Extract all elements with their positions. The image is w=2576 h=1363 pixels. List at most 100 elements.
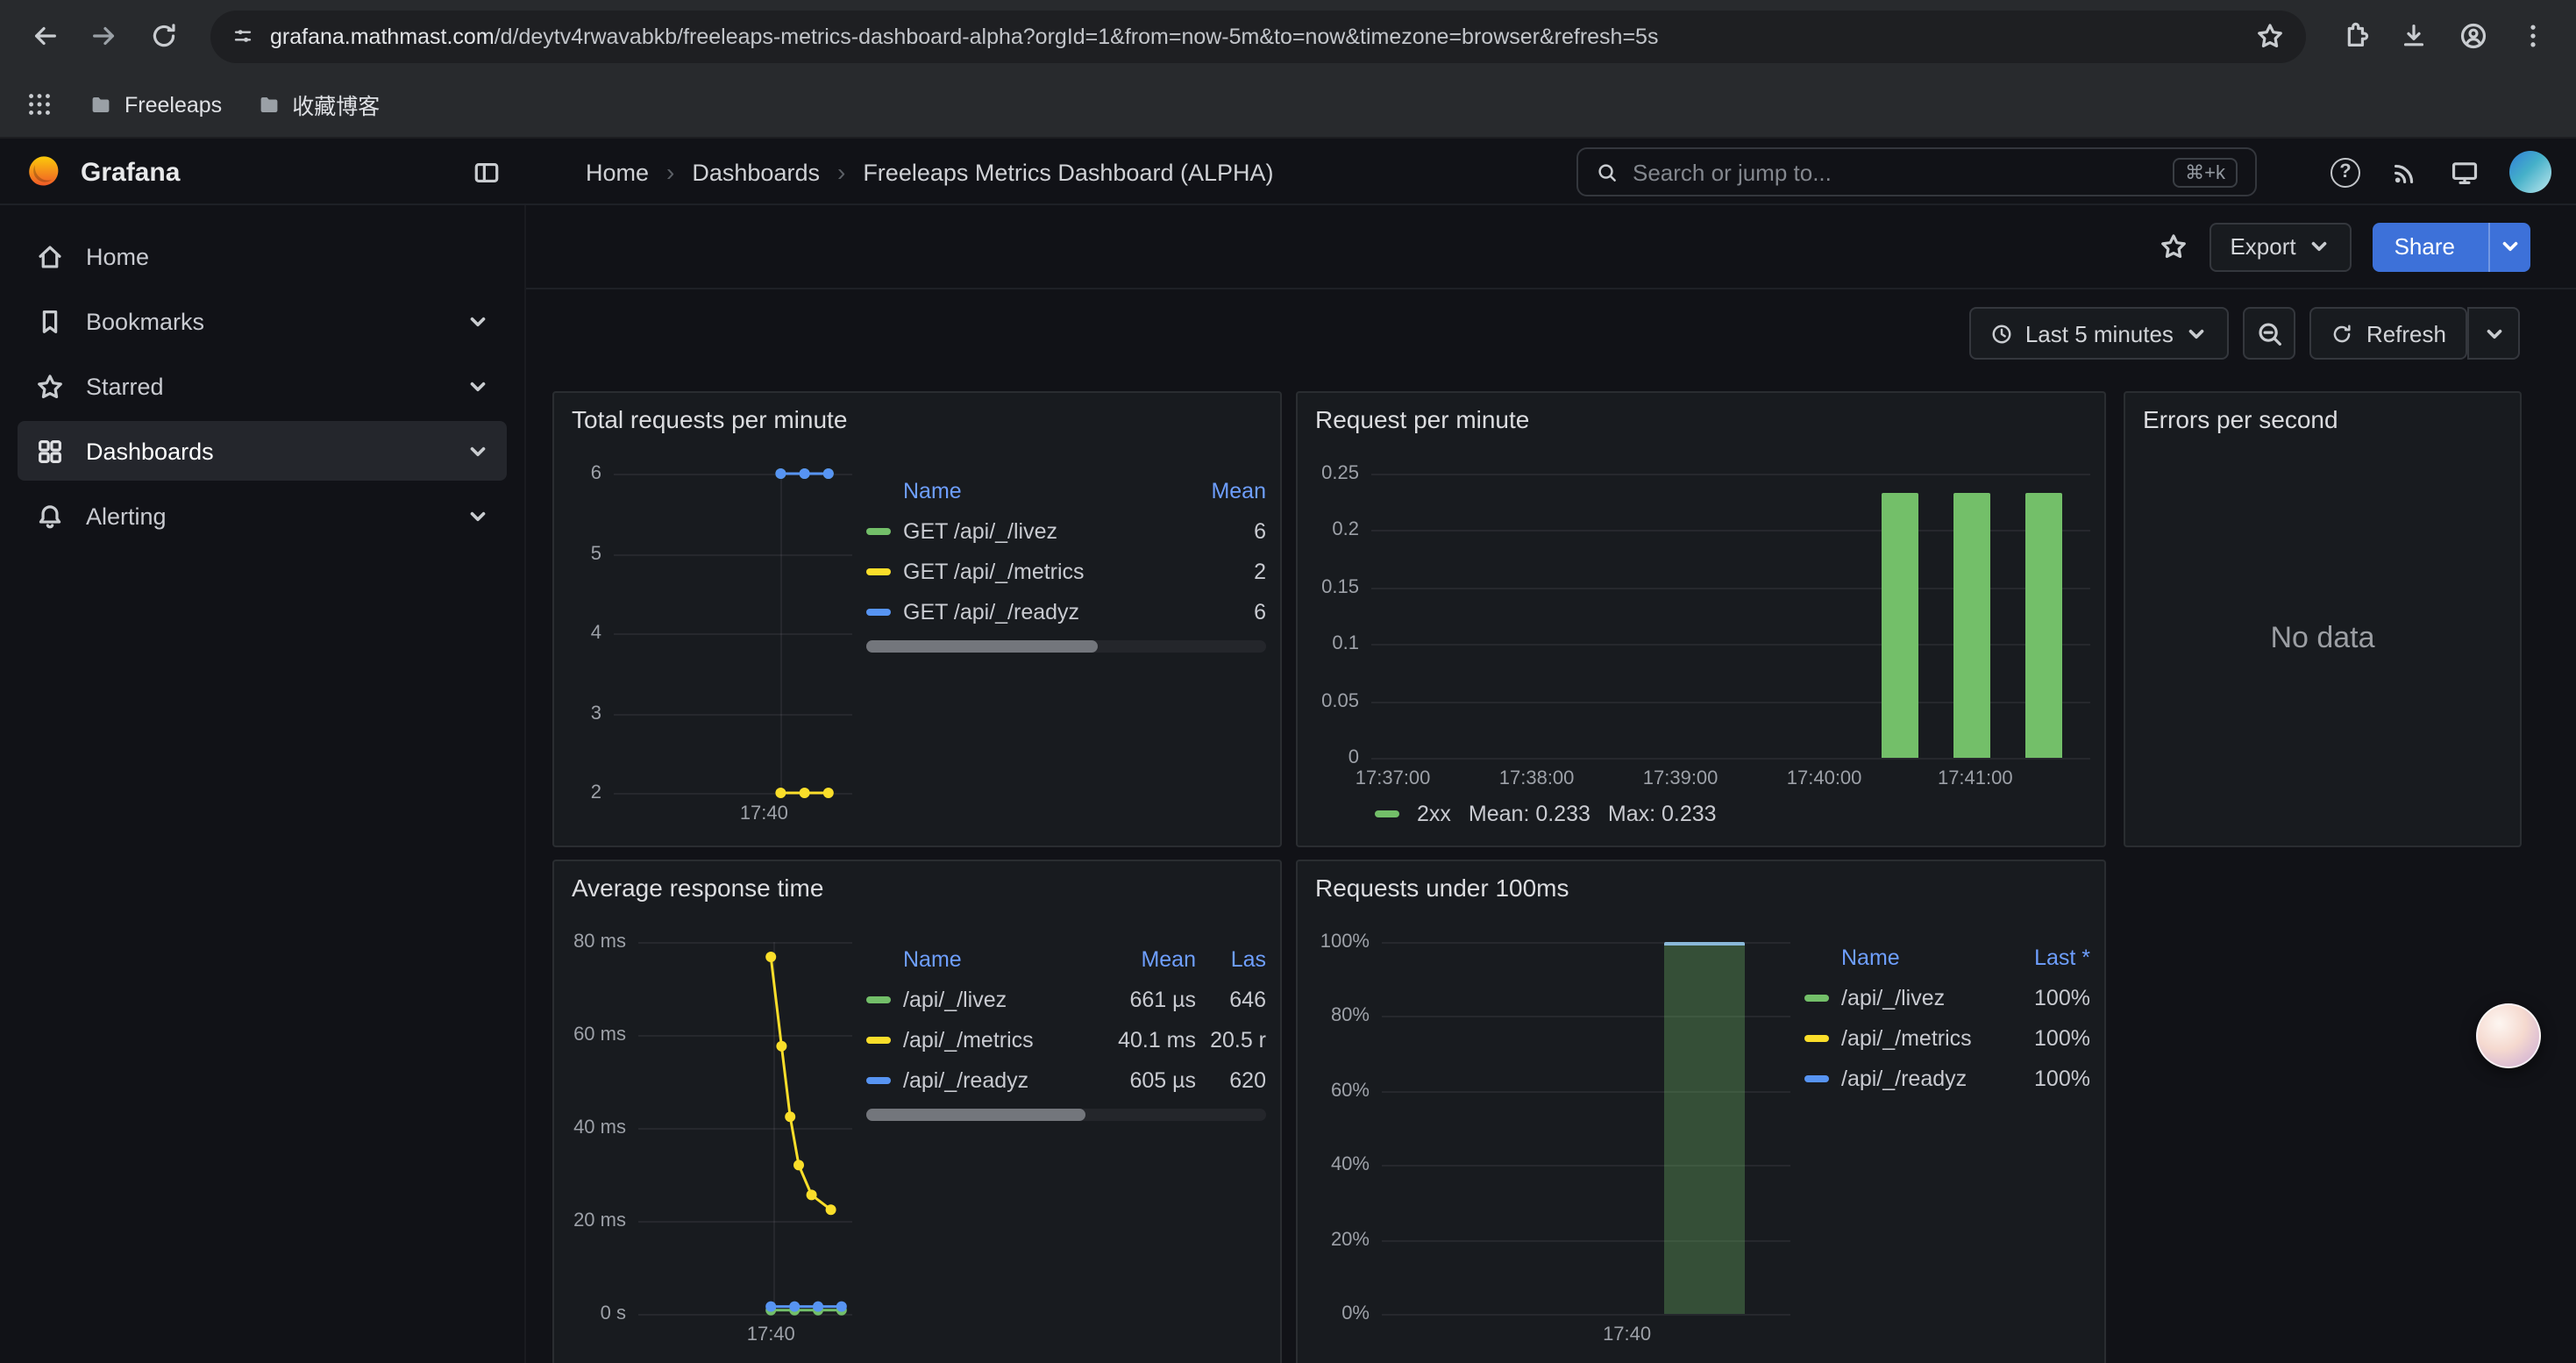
legend-value: 646 [1229, 987, 1266, 1011]
breadcrumb-home[interactable]: Home [586, 159, 650, 185]
series-swatch [866, 995, 891, 1003]
back-button[interactable] [18, 10, 70, 62]
chevron-down-icon[interactable] [466, 375, 489, 397]
refresh-button[interactable]: Refresh [2309, 307, 2467, 360]
news-rss-icon[interactable] [2390, 157, 2420, 187]
chevron-down-icon[interactable] [466, 310, 489, 332]
search-input[interactable] [1633, 159, 2160, 185]
chart-series [765, 952, 847, 1316]
extensions-button[interactable] [2327, 10, 2380, 62]
legend-value: 100% [2034, 1025, 2090, 1050]
share-button[interactable]: Share [2373, 222, 2530, 271]
sidebar-item-bookmarks[interactable]: Bookmarks [18, 291, 507, 351]
forward-button[interactable] [77, 10, 130, 62]
series-mean: Mean: 0.233 [1468, 802, 1590, 826]
request-rate-chart[interactable]: 0.25 0.2 0.15 0.1 0.05 0 17:37:00 17:38:00 17:3… [1312, 463, 2090, 789]
legend-inline[interactable]: 2xx Mean: 0.233 Max: 0.233 [1312, 796, 2090, 831]
y-tick-label: 80% [1330, 1005, 1370, 1027]
bookmark-icon [42, 310, 58, 332]
legend-row[interactable]: /api/_/metrics 40.1 ms 20.5 r [866, 1019, 1266, 1060]
reload-button[interactable] [137, 10, 189, 62]
favorite-star-icon[interactable] [2158, 232, 2188, 261]
dock-sidebar-icon[interactable] [472, 157, 502, 187]
panel-title[interactable]: Errors per second [2143, 405, 2338, 433]
panel-title[interactable]: Total requests per minute [572, 405, 848, 433]
y-tick-label: 100% [1320, 931, 1370, 953]
legend-row[interactable]: /api/_/readyz 100% [1804, 1058, 2090, 1098]
y-tick-label: 0.05 [1321, 690, 1359, 712]
legend-value-header[interactable]: Mean [1211, 478, 1266, 503]
legend-row[interactable]: GET /api/_/readyz 6 [866, 591, 1266, 632]
bookmark-folder-blogs[interactable]: 收藏博客 [257, 88, 380, 121]
legend-name-header[interactable]: Name [1841, 945, 1900, 969]
floating-assistant-avatar[interactable] [2476, 1003, 2541, 1068]
sidebar-item-alerting[interactable]: Alerting [18, 486, 507, 546]
series-max: Max: 0.233 [1607, 802, 1717, 826]
chevron-down-icon[interactable] [466, 504, 489, 527]
brand-area: Grafana [0, 139, 526, 205]
search-bar[interactable]: ⌘+k [1576, 147, 2257, 196]
chevron-down-icon[interactable] [466, 439, 489, 462]
y-tick-label: 60% [1330, 1080, 1370, 1102]
share-menu-button[interactable] [2488, 222, 2530, 271]
panel-title[interactable]: Requests under 100ms [1315, 874, 1569, 902]
sidebar-item-starred[interactable]: Starred [18, 356, 507, 416]
avg-response-chart[interactable]: 80 ms 60 ms 40 ms 20 ms 0 s 17:40 [568, 931, 852, 1345]
x-tick-label: 17:40 [746, 1324, 795, 1345]
sidebar-item-home[interactable]: Home [18, 226, 507, 286]
bookmark-star-icon[interactable] [2255, 21, 2285, 51]
bookmark-folder-freeleaps[interactable]: Freeleaps [89, 92, 222, 117]
legend-series-name: /api/_/livez [866, 987, 1094, 1011]
zoom-out-button[interactable] [2243, 307, 2296, 360]
y-tick-label: 0.15 [1321, 576, 1359, 598]
browser-menu-button[interactable] [2506, 10, 2558, 62]
legend-row[interactable]: /api/_/livez 100% [1804, 977, 2090, 1017]
y-tick-label: 5 [590, 543, 601, 564]
apps-grid-icon[interactable] [25, 89, 54, 119]
refresh-interval-button[interactable] [2467, 307, 2520, 360]
gridline [614, 633, 852, 635]
panel-requests-under-100ms: Requests under 100ms 100% 80% 60% 40% 20% 0% … [1296, 860, 2106, 1363]
legend-row[interactable]: GET /api/_/livez 6 [866, 510, 1266, 551]
monitor-icon[interactable] [2450, 157, 2480, 187]
user-avatar[interactable] [2509, 151, 2551, 193]
legend-name-header[interactable]: Name [903, 478, 962, 503]
legend-row[interactable]: GET /api/_/metrics 2 [866, 551, 1266, 591]
y-tick-label: 3 [590, 703, 601, 724]
legend-value: 100% [2034, 985, 2090, 1010]
url-text: grafana.mathmast.com/d/deytv4rwavabkb/fr… [270, 24, 1659, 48]
total-requests-chart[interactable]: 6 5 4 3 2 17:40 [568, 463, 852, 824]
help-icon[interactable]: ? [2330, 157, 2360, 187]
legend-value-header[interactable]: Mean [1141, 946, 1196, 971]
panel-title[interactable]: Request per minute [1315, 405, 1530, 433]
legend-scrollbar[interactable] [866, 640, 1266, 653]
download-button[interactable] [2387, 10, 2439, 62]
y-tick-label: 0 [1348, 747, 1359, 768]
panel-errors-per-second: Errors per second No data [2124, 391, 2522, 847]
panel-title[interactable]: Average response time [572, 874, 824, 902]
grafana-logo-icon[interactable] [25, 153, 63, 191]
legend-value: 6 [1254, 599, 1266, 624]
profile-button[interactable] [2446, 10, 2499, 62]
legend-series-name: /api/_/readyz [866, 1067, 1094, 1092]
address-bar[interactable]: grafana.mathmast.com/d/deytv4rwavabkb/fr… [210, 10, 2306, 62]
bookmarks-bar: Freeleaps 收藏博客 [0, 72, 2576, 139]
grafana-body: Home Bookmarks Starred Dashboards Alerti… [0, 205, 2576, 1363]
legend-scrollbar[interactable] [866, 1109, 1266, 1121]
legend-row[interactable]: /api/_/livez 661 µs 646 [866, 979, 1266, 1019]
time-range-picker[interactable]: Last 5 minutes [1968, 307, 2230, 360]
legend-value-header[interactable]: Last * [2034, 945, 2090, 969]
legend-name-header[interactable]: Name [903, 946, 962, 971]
legend-row[interactable]: /api/_/readyz 605 µs 620 [866, 1060, 1266, 1100]
legend-value: 605 µs [1129, 1067, 1196, 1092]
export-button[interactable]: Export [2209, 222, 2352, 271]
sidebar-item-dashboards[interactable]: Dashboards [18, 421, 507, 481]
legend-header-row: Name Mean [866, 470, 1266, 510]
no-data-message: No data [2270, 621, 2375, 654]
chart-bar [1953, 493, 1990, 758]
breadcrumb-dashboards[interactable]: Dashboards [692, 159, 820, 185]
legend-value-header[interactable]: Las [1230, 946, 1266, 971]
legend-row[interactable]: /api/_/metrics 100% [1804, 1017, 2090, 1058]
browser-toolbar: grafana.mathmast.com/d/deytv4rwavabkb/fr… [0, 0, 2576, 72]
under-100ms-chart[interactable]: 100% 80% 60% 40% 20% 0% 17:40 [1312, 931, 1790, 1345]
